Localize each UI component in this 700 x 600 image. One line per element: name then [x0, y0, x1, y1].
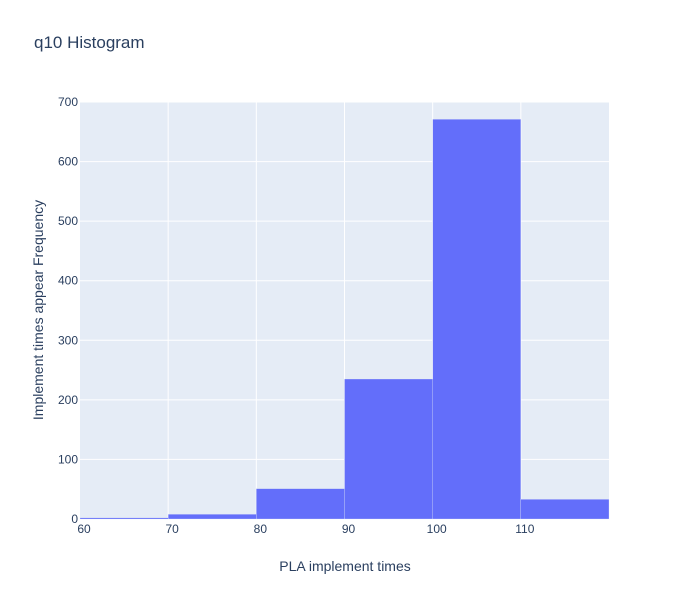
x-tick-label: 80 [254, 522, 268, 536]
histogram-bar [79, 517, 169, 520]
y-tick-label: 600 [58, 155, 78, 169]
y-tick-label: 0 [71, 512, 78, 526]
x-tick-label: 110 [515, 522, 534, 536]
y-axis-ticks: 0 100 200 300 400 500 600 700 [58, 95, 78, 526]
x-axis-ticks: 60 70 80 90 100 110 [77, 522, 534, 536]
histogram-bar [432, 119, 521, 520]
histogram-bar [256, 488, 345, 520]
x-tick-label: 100 [427, 522, 447, 536]
y-tick-label: 700 [58, 95, 78, 109]
histogram-bar [520, 499, 610, 520]
histogram-bar [344, 378, 433, 520]
y-tick-label: 300 [58, 333, 78, 347]
histogram-bar [168, 514, 257, 520]
x-tick-label: 70 [165, 522, 179, 536]
y-tick-label: 200 [58, 393, 78, 407]
x-axis-label: PLA implement times [279, 558, 411, 574]
y-tick-label: 100 [58, 452, 78, 466]
chart-title: q10 Histogram [34, 33, 145, 52]
y-axis-label: Implement times appear Frequency [30, 199, 46, 421]
x-tick-label: 60 [77, 522, 91, 536]
x-tick-label: 90 [342, 522, 356, 536]
bars [79, 119, 610, 520]
y-tick-label: 400 [58, 274, 78, 288]
y-tick-label: 500 [58, 214, 78, 228]
